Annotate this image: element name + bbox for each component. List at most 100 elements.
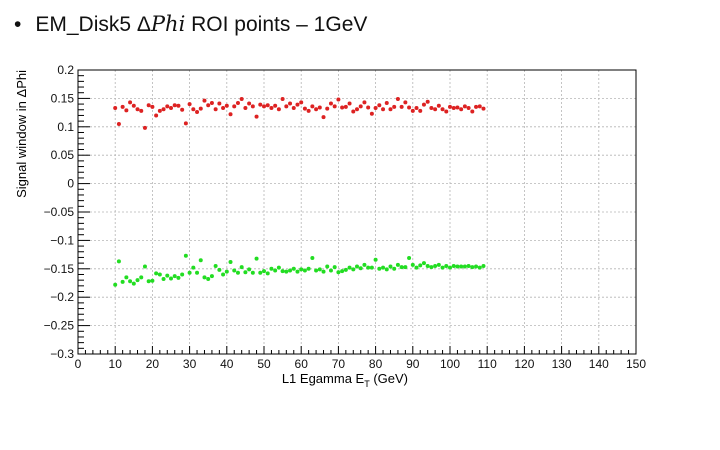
data-points — [113, 96, 486, 287]
data-point — [332, 104, 337, 109]
data-point — [444, 109, 449, 114]
data-point — [436, 103, 441, 108]
data-point — [254, 114, 259, 119]
data-point — [180, 272, 185, 277]
data-point — [340, 269, 345, 274]
data-point — [135, 107, 140, 112]
data-point — [462, 104, 467, 109]
data-point — [462, 264, 467, 269]
data-point — [124, 108, 129, 113]
data-point — [317, 267, 322, 272]
data-point — [206, 277, 211, 282]
x-tick-label: 120 — [514, 357, 534, 371]
data-point — [459, 264, 464, 269]
data-point — [232, 104, 237, 109]
data-point — [392, 104, 397, 109]
data-point — [425, 99, 430, 104]
data-point — [347, 101, 352, 106]
data-point — [403, 265, 408, 270]
data-point — [395, 96, 400, 101]
data-point — [217, 101, 222, 106]
data-point — [183, 253, 188, 258]
data-point — [180, 107, 185, 112]
data-point — [358, 104, 363, 109]
data-point — [139, 275, 144, 280]
data-point — [310, 104, 315, 109]
x-tick-label: 150 — [626, 357, 646, 371]
x-tick-label: 40 — [220, 357, 234, 371]
data-point — [388, 107, 393, 112]
data-point — [154, 271, 159, 276]
data-point — [377, 103, 382, 108]
data-point — [195, 110, 200, 115]
x-tick-label: 80 — [369, 357, 383, 371]
data-point — [247, 267, 252, 272]
series-1 — [113, 96, 486, 130]
data-point — [150, 104, 155, 109]
data-point — [455, 264, 460, 269]
y-axis-label: Signal window in ΔPhi — [14, 70, 29, 198]
data-point — [142, 125, 147, 130]
data-point — [258, 270, 263, 275]
data-point — [161, 107, 166, 112]
data-point — [213, 107, 218, 112]
data-point — [276, 107, 281, 112]
series-2 — [113, 253, 486, 287]
data-point — [336, 270, 341, 275]
data-point — [340, 105, 345, 110]
data-point — [254, 256, 259, 261]
y-axis: −0.3 −0.25 −0.2 −0.15 −0.1 −0.05 0 0.05 0.1 0.15 0… — [44, 63, 90, 361]
data-point — [202, 98, 207, 103]
x-axis: 0 10 20 30 40 50 60 70 80 90 100 110 120 130 140 150 — [75, 346, 646, 371]
x-tick-label: 10 — [109, 357, 123, 371]
data-point — [444, 263, 449, 268]
y-tick-label: 0.2 — [57, 63, 74, 77]
x-tick-label: 60 — [295, 357, 309, 371]
data-point — [224, 269, 229, 274]
data-point — [228, 259, 233, 264]
data-point — [429, 106, 434, 111]
y-tick-label: −0.2 — [50, 290, 74, 304]
data-point — [187, 102, 192, 107]
data-point — [291, 106, 296, 111]
data-point — [451, 106, 456, 111]
data-point — [243, 270, 248, 275]
data-point — [481, 263, 486, 268]
y-tick-label: 0.05 — [51, 148, 75, 162]
data-point — [273, 103, 278, 108]
data-point — [418, 108, 423, 113]
data-point — [410, 262, 415, 267]
data-point — [466, 106, 471, 111]
data-point — [276, 265, 281, 270]
y-tick-label: −0.05 — [44, 205, 75, 219]
data-point — [120, 279, 125, 284]
data-point — [429, 265, 434, 270]
data-point — [113, 106, 118, 111]
data-point — [436, 262, 441, 267]
data-point — [288, 101, 293, 106]
data-point — [291, 266, 296, 271]
data-point — [250, 104, 255, 109]
data-point — [165, 104, 170, 109]
data-point — [343, 104, 348, 109]
data-point — [358, 266, 363, 271]
data-point — [243, 106, 248, 111]
data-point — [217, 267, 222, 272]
data-point — [187, 270, 192, 275]
data-point — [265, 271, 270, 276]
data-point — [369, 265, 374, 270]
data-point — [448, 265, 452, 270]
data-point — [392, 266, 397, 271]
data-point — [295, 269, 300, 274]
data-point — [366, 105, 371, 110]
data-point — [150, 278, 155, 283]
data-point — [302, 106, 307, 111]
data-point — [381, 265, 386, 270]
data-point — [169, 276, 173, 281]
data-point — [128, 100, 133, 105]
data-point — [262, 269, 266, 274]
data-point — [306, 108, 311, 113]
data-point — [481, 106, 486, 111]
data-point — [325, 106, 330, 111]
data-point — [355, 107, 359, 112]
